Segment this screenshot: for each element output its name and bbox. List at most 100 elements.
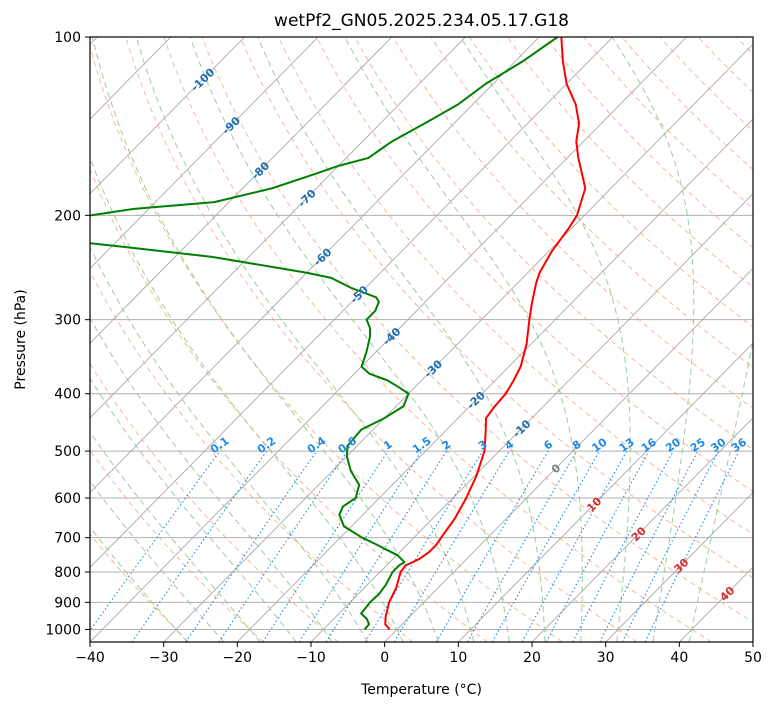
isotherm-line [90, 37, 614, 568]
isotherm-line [90, 37, 245, 195]
dry-adiabat-line [545, 37, 753, 249]
mixing-ratio-line [491, 450, 600, 642]
mixing-ratio-label: 3 [476, 438, 490, 453]
mixing-ratio-line [262, 450, 389, 642]
dry-adiabat-line [392, 37, 753, 409]
mixing-ratio-line [90, 450, 221, 632]
chart-title: wetPf2_GN05.2025.234.05.17.G18 [274, 11, 569, 31]
background-lines [90, 37, 753, 642]
y-tick-label: 100 [54, 30, 81, 46]
mixing-ratio-line [545, 450, 650, 642]
dry-adiabat-line [316, 37, 753, 493]
dry-adiabat-line [468, 37, 753, 328]
mixing-ratio-label: 2 [440, 438, 454, 453]
mixing-ratio-label: 20 [663, 435, 683, 455]
dry-adiabat-line [90, 270, 414, 642]
isotherm-line [384, 267, 753, 642]
x-tick-label: −10 [296, 650, 326, 666]
isotherm-label: 0 [549, 461, 564, 476]
isotherm-line [90, 37, 319, 270]
x-axis: −40 −30 −20 −10 0 10 20 30 40 50 [75, 642, 762, 666]
moist-adiabat-line [611, 37, 695, 642]
mixing-ratio-line [572, 450, 674, 642]
dry-adiabat-line [430, 37, 753, 368]
x-tick-label: −30 [149, 650, 179, 666]
moist-adiabat-line [90, 317, 333, 642]
y-tick-label: 800 [54, 565, 81, 581]
dry-adiabat-line [125, 37, 638, 642]
dry-adiabat-line [506, 37, 753, 288]
mixing-ratio-line [599, 450, 699, 642]
x-tick-label: 40 [670, 650, 688, 666]
dry-adiabat-line [659, 37, 753, 132]
moist-adiabat-line [135, 37, 475, 642]
isotherm-label: 30 [671, 556, 691, 576]
mixing-ratio-label: 0.2 [255, 434, 278, 456]
dewpoint-line [90, 37, 559, 631]
y-tick-label: 600 [54, 491, 81, 507]
x-tick-label: 20 [523, 650, 541, 666]
mixing-ratio-line [393, 450, 510, 642]
dry-adiabat-line [90, 533, 190, 642]
x-axis-title: Temperature (°C) [360, 682, 482, 698]
moist-adiabat-line [459, 37, 631, 642]
isotherm-line [310, 193, 753, 642]
moist-adiabat-line [90, 377, 297, 642]
mixing-ratio-label: 36 [729, 435, 749, 455]
moist-adiabat-line [90, 431, 261, 642]
y-tick-label: 1000 [45, 622, 81, 638]
moist-adiabat-line [189, 37, 510, 642]
dry-adiabat-line [621, 37, 753, 171]
y-tick-label: 200 [54, 208, 81, 224]
x-tick-label: 10 [449, 650, 467, 666]
x-tick-label: −40 [75, 650, 105, 666]
mixing-ratio-label: 6 [541, 438, 555, 453]
dry-adiabat-line [239, 37, 753, 579]
x-tick-label: 0 [380, 650, 389, 666]
isotherm-label: 40 [717, 584, 737, 604]
mixing-ratio-line [218, 450, 348, 642]
dry-adiabat-line [735, 37, 753, 55]
y-tick-label: 700 [54, 531, 81, 547]
mixing-ratio-label: 13 [617, 436, 637, 455]
dry-adiabat-line [90, 168, 488, 642]
dry-adiabat-line [583, 37, 753, 209]
y-axis-title: Pressure (hPa) [13, 289, 29, 389]
mixing-ratio-label: 10 [589, 435, 609, 455]
mixing-ratio-line [435, 450, 549, 642]
y-tick-label: 500 [54, 444, 81, 460]
isotherm-line [163, 43, 753, 642]
y-tick-label: 900 [54, 595, 81, 611]
mixing-ratio-label: 1.5 [410, 434, 433, 456]
moist-adiabat-line [90, 156, 404, 642]
isotherm-line [90, 37, 466, 419]
moist-adiabat-line [257, 37, 546, 642]
isotherm-line [679, 566, 753, 642]
dry-adiabat-line [90, 449, 264, 642]
mixing-ratio-label: 25 [688, 436, 708, 455]
isotherm-line [90, 37, 687, 642]
mixing-ratio-line [644, 450, 740, 642]
mixing-ratio-label: 16 [639, 435, 659, 455]
dry-adiabat-line [354, 37, 753, 451]
mixing-ratio-line [621, 450, 719, 642]
mixing-ratio-line [131, 450, 268, 642]
moist-adiabat-line [91, 37, 439, 642]
isotherm-line [90, 37, 540, 494]
x-tick-label: 50 [744, 650, 762, 666]
mixing-ratio-line [298, 450, 423, 642]
dry-adiabat-line [277, 37, 753, 535]
mixing-ratio-label: 30 [708, 435, 728, 455]
y-axis: 100 200 300 400 500 600 700 800 900 1000 [45, 30, 90, 638]
mixing-ratio-line [325, 450, 448, 642]
dry-adiabat-line [697, 37, 753, 93]
x-tick-label: −20 [223, 650, 253, 666]
x-tick-label: 30 [597, 650, 615, 666]
dry-adiabat-line [163, 37, 712, 642]
moist-adiabat-line [90, 480, 225, 642]
isotherm-line [605, 492, 753, 642]
isotherm-line [237, 118, 753, 642]
moist-adiabat-line [90, 246, 369, 642]
mixing-ratio-line [185, 450, 318, 642]
